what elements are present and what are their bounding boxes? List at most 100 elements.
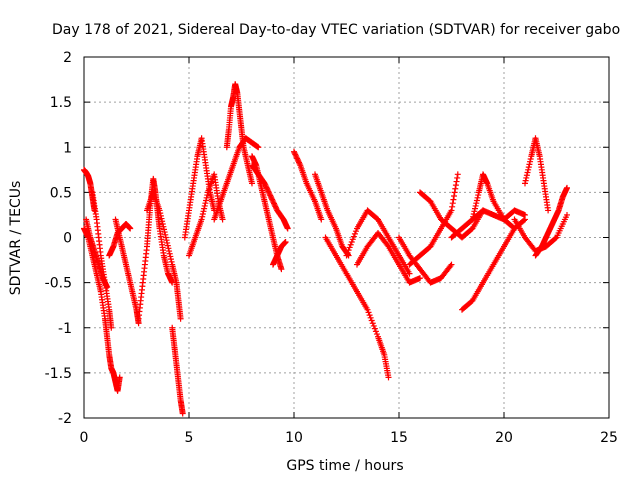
data-point: [448, 261, 455, 268]
data-point: [525, 166, 532, 173]
data-point: [522, 180, 528, 187]
data-point: [294, 156, 301, 163]
series-s22: [406, 171, 461, 268]
y-tick-label: -1: [58, 321, 72, 337]
data-point: [284, 225, 291, 232]
y-tick-label: 1.5: [50, 95, 72, 111]
data-point: [344, 249, 351, 256]
data-point: [201, 205, 208, 212]
data-point: [199, 211, 206, 218]
data-point: [472, 205, 479, 212]
data-point: [264, 185, 271, 192]
x-axis: 0 5 10 15 20 25: [80, 57, 618, 446]
x-tick-label: 0: [80, 430, 89, 446]
data-point: [164, 242, 171, 249]
data-point: [263, 184, 270, 191]
data-point: [265, 188, 272, 195]
data-point: [475, 192, 482, 199]
data-point: [454, 174, 461, 181]
data-point: [295, 158, 302, 165]
data-point: [292, 151, 299, 158]
data-point: [292, 152, 299, 159]
data-point: [291, 148, 297, 155]
series-s13: [211, 135, 262, 223]
data-point: [249, 180, 255, 187]
data-point: [473, 197, 480, 204]
data-point: [278, 266, 285, 273]
data-point: [366, 312, 373, 319]
x-axis-label: GPS time / hours: [286, 458, 403, 474]
series-s15: [249, 162, 291, 232]
data-point: [352, 228, 359, 235]
data-point: [451, 192, 458, 199]
data-point: [511, 225, 518, 232]
data-point: [200, 208, 207, 215]
data-point: [266, 191, 273, 198]
data-point: [162, 234, 169, 241]
y-tick-label: 0.5: [50, 185, 72, 201]
data-point: [255, 144, 262, 151]
data-point: [452, 182, 459, 189]
data-point: [168, 258, 175, 265]
data-point: [269, 197, 276, 204]
data-point: [262, 181, 269, 188]
series-s19: [322, 234, 392, 381]
data-point: [108, 324, 115, 331]
data-point: [268, 195, 275, 202]
data-point: [510, 224, 517, 231]
data-point: [522, 177, 529, 184]
series-s27: [448, 207, 528, 241]
data-point: [282, 239, 289, 246]
data-point: [474, 194, 481, 201]
series-s1: [81, 225, 123, 394]
data-point: [346, 244, 353, 251]
data-point: [367, 314, 374, 321]
y-axis-label: SDTVAR / TECUs: [8, 181, 24, 296]
data-point: [104, 284, 111, 291]
data-point: [370, 322, 377, 329]
data-point: [264, 187, 271, 194]
series-s12: [223, 81, 255, 187]
data-point: [454, 171, 461, 178]
data-point: [472, 202, 479, 209]
data-point: [296, 159, 303, 166]
data-point: [202, 200, 209, 207]
data-point: [203, 197, 210, 204]
data-point: [291, 150, 298, 157]
x-tick-label: 15: [390, 430, 408, 446]
data-point: [525, 164, 532, 171]
series-s21: [354, 229, 423, 286]
series-s10: [181, 135, 218, 241]
data-point: [347, 241, 354, 248]
data-point: [261, 180, 268, 187]
data-points: [81, 81, 570, 417]
series-s8: [144, 189, 184, 322]
data-point: [449, 200, 456, 207]
data-point: [545, 207, 552, 214]
y-axis: -2 -1.5 -1 -0.5 0 0.5 1 1.5 2: [45, 50, 609, 427]
data-point: [198, 216, 205, 223]
data-point: [164, 239, 171, 246]
series-s20: [343, 207, 413, 277]
series-s6: [106, 220, 134, 259]
data-point: [552, 235, 559, 242]
data-point: [267, 192, 274, 199]
data-point: [156, 207, 163, 214]
y-tick-label: -0.5: [45, 276, 72, 292]
data-point: [364, 306, 371, 313]
data-point: [373, 331, 380, 338]
data-point: [167, 256, 174, 263]
data-point: [161, 229, 168, 236]
data-point: [161, 226, 168, 233]
data-point: [262, 183, 269, 190]
data-point: [165, 245, 172, 252]
data-point: [350, 233, 357, 240]
data-point: [348, 239, 355, 246]
data-point: [368, 317, 375, 324]
chart-title: Day 178 of 2021, Sidereal Day-to-day VTE…: [52, 22, 620, 38]
data-point: [179, 410, 186, 417]
series-s28: [522, 135, 552, 214]
series-s4: [83, 216, 111, 291]
data-point: [523, 172, 530, 179]
